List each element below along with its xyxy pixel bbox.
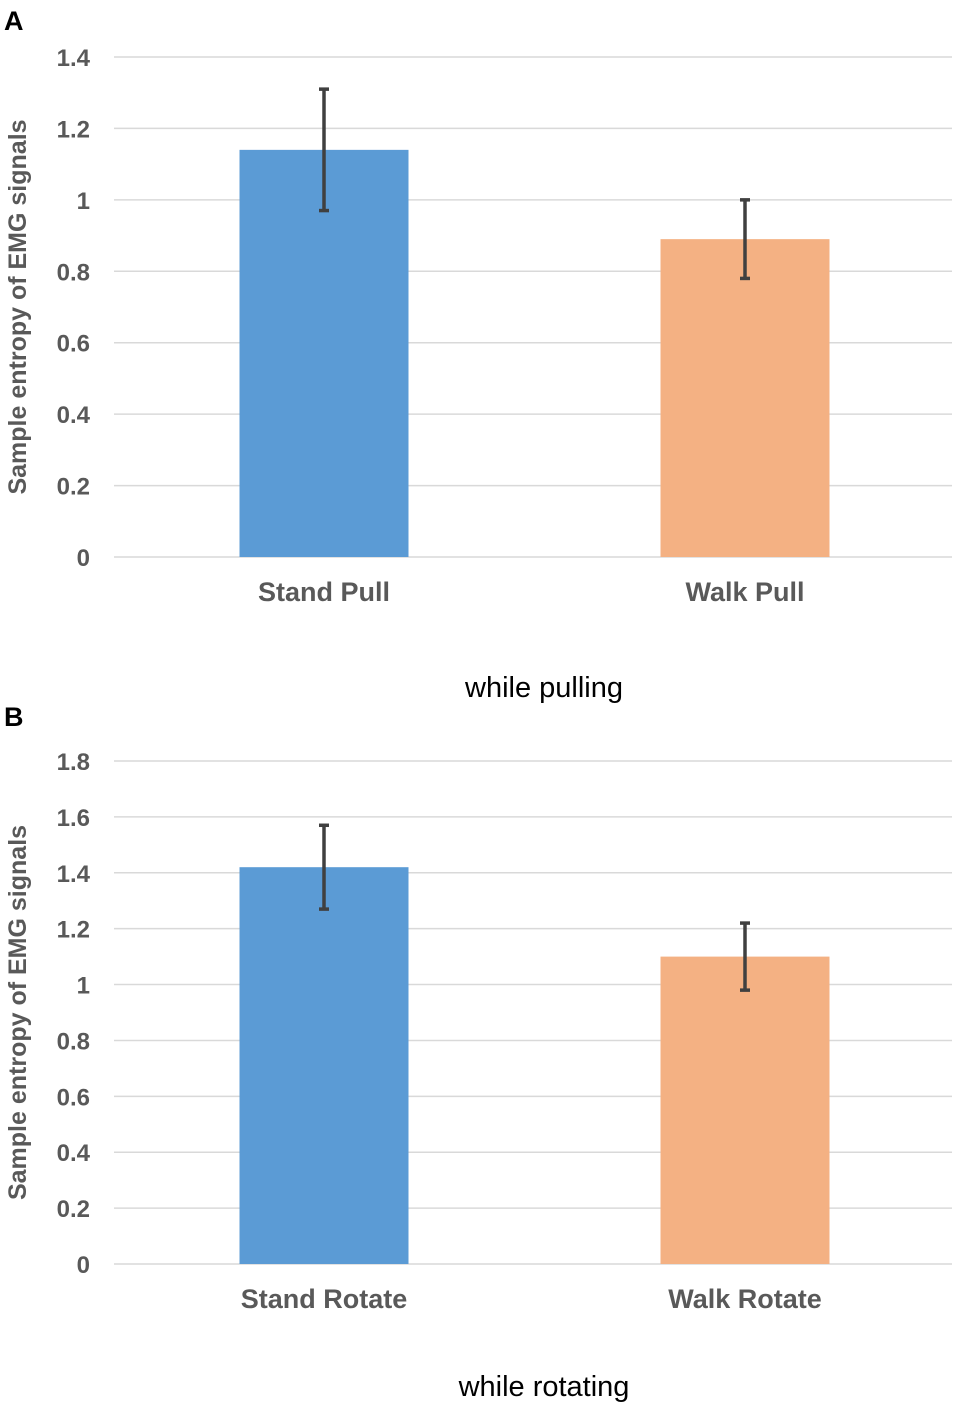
y-tick-label-a: 0 <box>77 545 90 572</box>
y-tick-label-b: 1.6 <box>57 805 90 832</box>
y-tick-label-b: 1.8 <box>57 749 90 776</box>
panel-caption-a: while pulling <box>464 672 623 704</box>
x-category-label-b: Stand Rotate <box>241 1284 408 1314</box>
y-tick-label-b: 1.2 <box>57 917 90 944</box>
panel-label-b: B <box>4 702 24 732</box>
y-tick-label-a: 0.8 <box>57 259 90 286</box>
x-category-label-b: Walk Rotate <box>668 1284 822 1314</box>
y-tick-label-b: 0.8 <box>57 1028 90 1055</box>
bar-a-walk-pull <box>660 239 830 557</box>
y-axis-title-a: Sample entropy of EMG signals <box>4 119 32 494</box>
panel-caption-b: while rotating <box>458 1371 630 1403</box>
y-tick-label-b: 1 <box>77 973 90 1000</box>
y-tick-label-a: 1.4 <box>57 45 91 72</box>
y-tick-label-b: 0.6 <box>57 1084 90 1111</box>
x-category-label-a: Walk Pull <box>685 577 804 607</box>
panel-label-a: A <box>4 6 24 36</box>
y-axis-title-b: Sample entropy of EMG signals <box>4 825 32 1200</box>
y-tick-label-a: 0.6 <box>57 331 90 358</box>
y-tick-label-a: 0.4 <box>57 402 91 429</box>
bar-a-stand-pull <box>239 149 409 557</box>
y-tick-label-a: 1.2 <box>57 116 90 143</box>
bar-b-walk-rotate <box>660 956 830 1264</box>
y-tick-label-a: 1 <box>77 188 90 215</box>
bar-b-stand-rotate <box>239 867 409 1264</box>
y-tick-label-b: 0 <box>77 1252 90 1279</box>
y-tick-label-b: 0.2 <box>57 1196 90 1223</box>
y-tick-label-b: 0.4 <box>57 1140 91 1167</box>
y-tick-label-b: 1.4 <box>57 861 91 888</box>
y-tick-label-a: 0.2 <box>57 474 90 501</box>
x-category-label-a: Stand Pull <box>258 577 390 607</box>
